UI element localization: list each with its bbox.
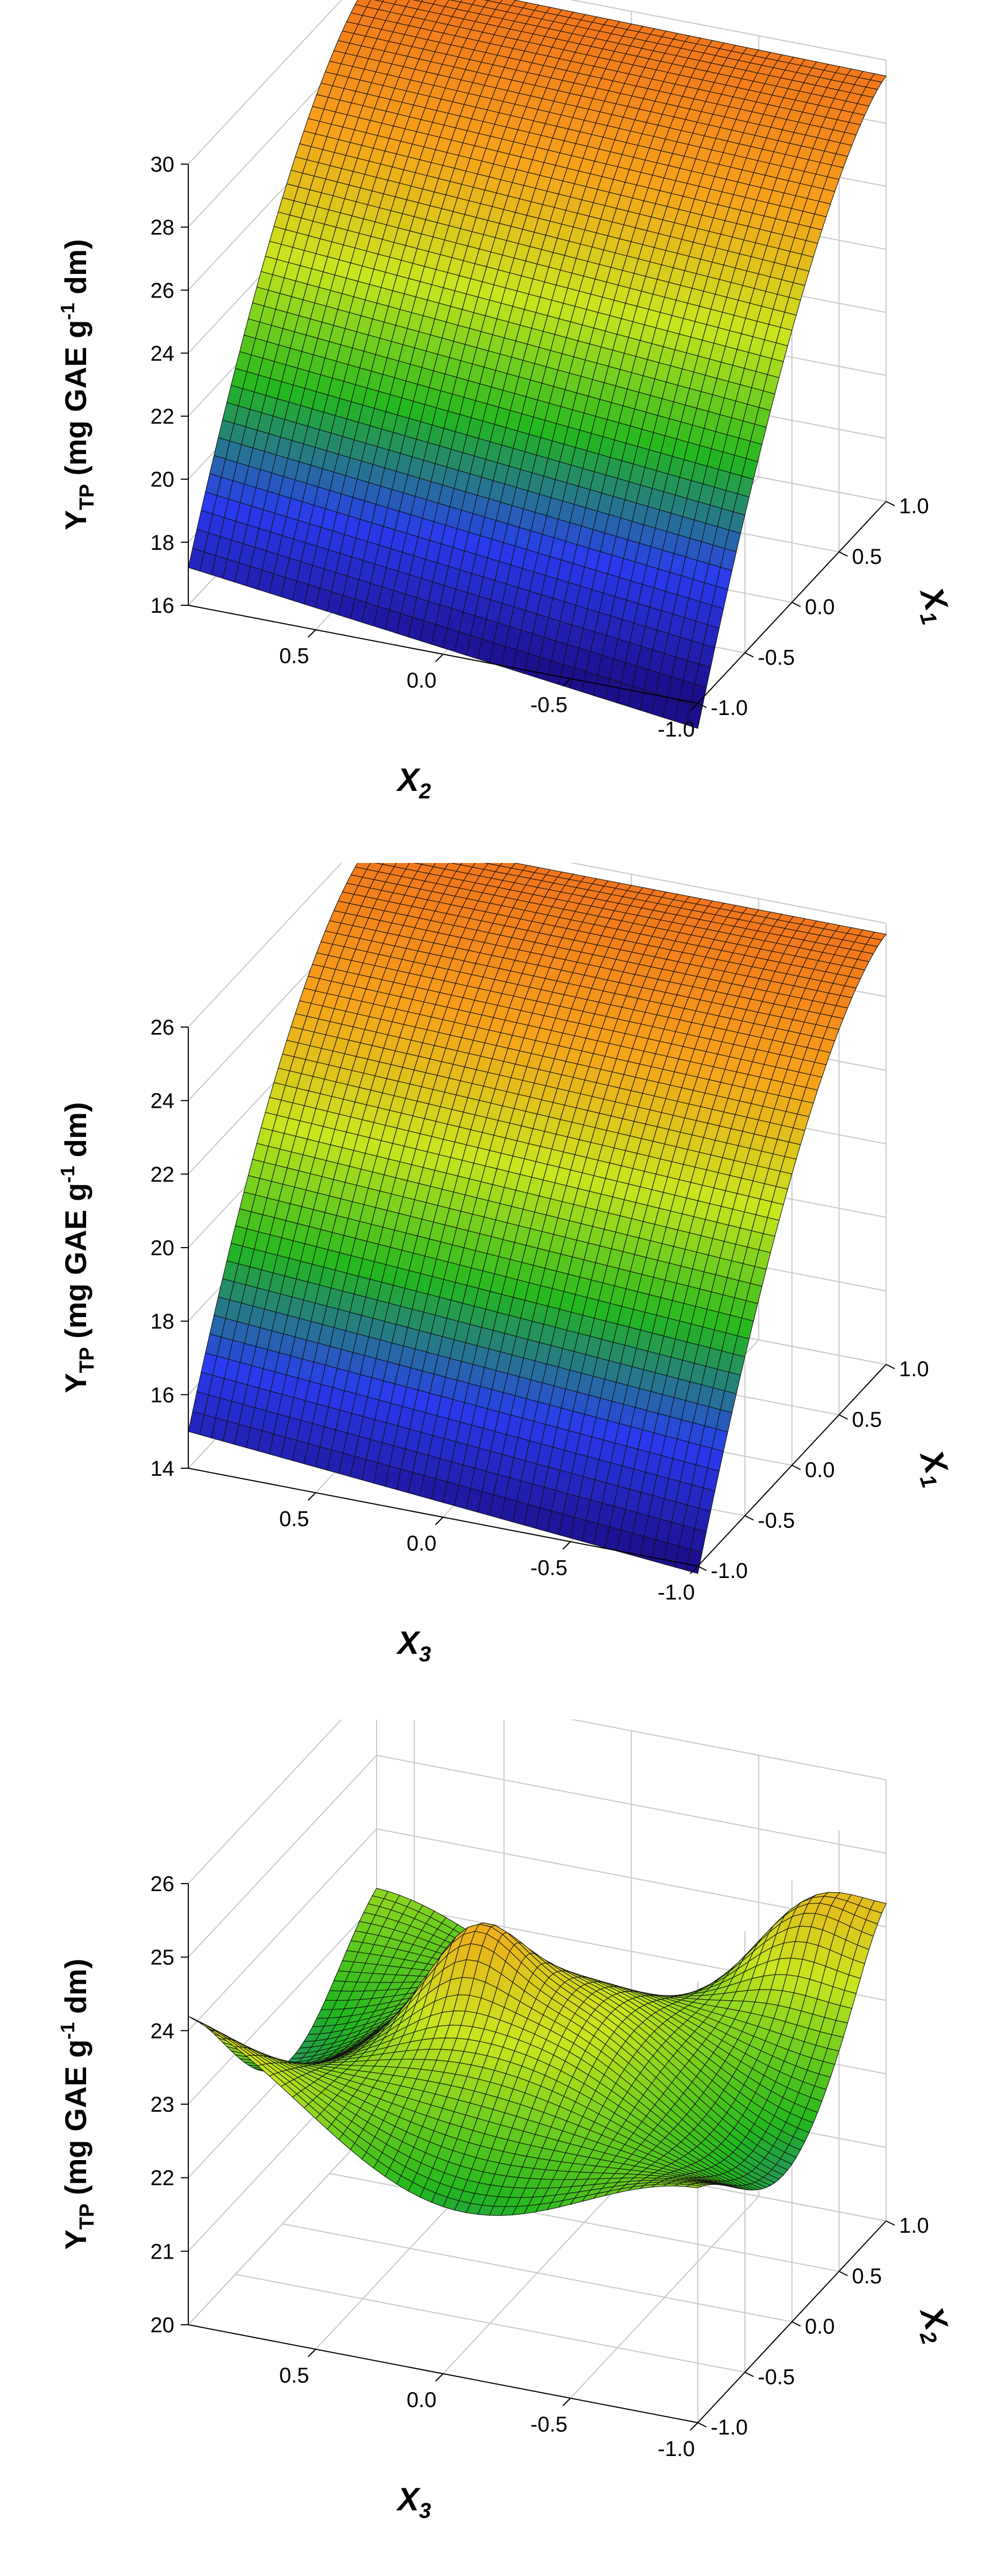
z-tick-label: 22 <box>151 1163 175 1186</box>
x-tick <box>690 703 698 711</box>
grid-line <box>188 1902 377 2105</box>
x-tick <box>308 1492 316 1501</box>
y-tick <box>839 551 848 557</box>
z-tick-label: 30 <box>151 153 175 176</box>
grid-line <box>569 1719 887 1780</box>
y-axis-title: X1 <box>908 1445 958 1491</box>
y-tick <box>791 601 801 607</box>
grid-line <box>282 2223 792 2323</box>
z-tick-label: 18 <box>151 531 175 555</box>
y-tick-label: 1.0 <box>899 494 929 518</box>
z-tick-label: 24 <box>151 1089 175 1113</box>
x-tick-label: 0.5 <box>279 645 309 668</box>
y-tick <box>791 1464 801 1470</box>
grid-line <box>569 0 887 61</box>
surface-cell <box>685 1549 703 1574</box>
x-tick <box>562 1541 571 1550</box>
x-tick <box>562 678 571 687</box>
x-axis-title: X2 <box>396 762 431 803</box>
grid-line <box>569 863 887 924</box>
y-tick-label: -1.0 <box>711 696 748 720</box>
y-tick <box>697 1566 707 1571</box>
y-tick-label: 0.5 <box>852 1408 882 1432</box>
z-axis-title: YTP (mg GAE g-1 dm) <box>56 239 98 530</box>
surface-plot-3: 202122232425260.50.0-0.5-1.0-1.0-0.50.00… <box>56 1719 955 2523</box>
y-tick-label: -0.5 <box>758 1509 795 1532</box>
x-tick-label: 0.0 <box>407 1532 437 1555</box>
y-tick <box>697 703 707 708</box>
x-tick <box>435 654 444 662</box>
surface <box>188 863 887 1574</box>
z-tick-label: 22 <box>151 405 175 429</box>
grid-line <box>570 2196 759 2399</box>
x-tick-label: -0.5 <box>530 693 568 717</box>
x-axis-title: X3 <box>396 1625 431 1666</box>
y-tick-label: -1.0 <box>711 1559 748 1583</box>
x-tick <box>690 1566 698 1574</box>
surface <box>188 1888 887 2216</box>
z-tick-label: 18 <box>151 1310 175 1334</box>
z-tick-label: 24 <box>151 342 175 365</box>
x-tick-label: 0.0 <box>407 669 437 692</box>
grid-line <box>188 863 343 1028</box>
y-tick <box>886 501 895 506</box>
y-tick-label: 0.0 <box>805 1459 835 1482</box>
y-tick-label: 1.0 <box>899 1357 929 1381</box>
z-tick-label: 26 <box>151 1016 175 1039</box>
z-tick-label: 14 <box>151 1457 175 1481</box>
z-tick-label: 20 <box>151 1236 175 1260</box>
grid-line <box>376 1754 887 1854</box>
z-tick-label: 16 <box>151 594 175 618</box>
grid-line <box>188 1754 377 1958</box>
x-tick-label: -0.5 <box>530 1556 568 1580</box>
y-axis-title: X1 <box>908 582 958 628</box>
y-tick <box>886 1364 895 1369</box>
z-axis-title: YTP (mg GAE g-1 dm) <box>56 1102 98 1393</box>
y-tick <box>745 652 754 658</box>
y-tick-label: -0.5 <box>758 646 795 669</box>
y-tick <box>839 1414 848 1420</box>
x-tick-label: -1.0 <box>658 1581 695 1604</box>
y-tick-label: 0.5 <box>852 545 882 569</box>
x-tick-label: 0.5 <box>279 1508 309 1531</box>
z-tick-label: 20 <box>151 468 175 492</box>
surface <box>188 0 887 729</box>
z-tick-label: 26 <box>151 279 175 302</box>
y-tick-label: 0.0 <box>805 596 835 619</box>
grid-line <box>188 1719 343 1884</box>
x-tick <box>308 629 316 638</box>
x-tick-label: -1.0 <box>658 718 695 741</box>
grid-line <box>188 1828 377 2032</box>
z-tick-label: 16 <box>151 1383 175 1407</box>
surface-plot-1: 16 18 20 22 24 26 28 30 0.5 0.0 -0.5 -1.0 -1.0 -0.5 0.… <box>56 0 958 803</box>
surface-plot-2: 14 16 18 20 22 24 26 0.5 0.0 -0.5 -1.0 -1.0 -0.5 0.0 0… <box>56 863 958 1666</box>
z-tick-label: 28 <box>151 216 175 239</box>
grid-line <box>188 0 343 165</box>
x-tick <box>435 1517 444 1525</box>
y-tick <box>745 1515 754 1521</box>
